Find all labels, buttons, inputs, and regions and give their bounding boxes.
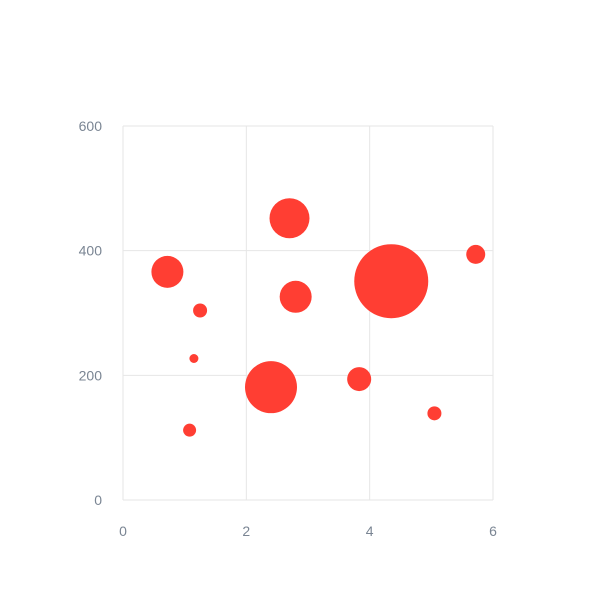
- x-tick-label: 4: [366, 523, 374, 539]
- bubble-point: [466, 244, 486, 264]
- chart-grid: [122, 125, 494, 501]
- bubble-point: [427, 406, 442, 421]
- bubble-point: [151, 255, 184, 288]
- x-tick-label: 0: [119, 523, 127, 539]
- y-tick-label: 0: [94, 492, 102, 508]
- bubble-point: [245, 361, 297, 414]
- x-tick-label: 6: [489, 523, 497, 539]
- bubble-point: [279, 280, 312, 313]
- bubble-point: [269, 198, 310, 239]
- bubble-point: [354, 244, 429, 319]
- bubble-point: [193, 303, 208, 318]
- bubble-point: [189, 354, 199, 364]
- x-tick-label: 2: [242, 523, 250, 539]
- y-tick-label: 600: [79, 118, 103, 134]
- bubble-point: [347, 367, 372, 392]
- x-axis-ticks: 0 2 4 6: [119, 523, 497, 539]
- bubble-point: [183, 423, 197, 437]
- y-tick-label: 400: [79, 243, 103, 259]
- y-axis-ticks: 0 200 400 600: [79, 118, 103, 508]
- y-tick-label: 200: [79, 367, 103, 383]
- chart-bubbles: [151, 198, 486, 437]
